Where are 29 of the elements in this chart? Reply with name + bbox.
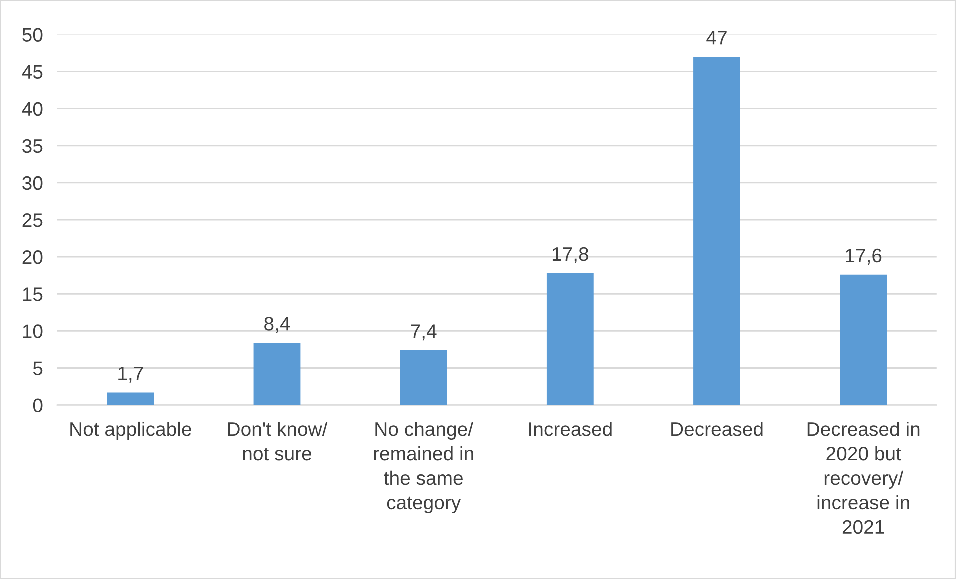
bar	[840, 274, 888, 406]
y-tick-label: 45	[22, 65, 43, 80]
y-tick-label: 15	[23, 288, 43, 302]
bar	[107, 392, 154, 406]
y-tick-label: 40	[22, 102, 43, 116]
y-tick-label: 5	[33, 362, 43, 376]
data-label: 7,4	[411, 324, 437, 341]
data-label: 47	[706, 31, 727, 45]
y-tick-label: 0	[33, 398, 43, 413]
y-tick-label: 35	[22, 139, 43, 154]
x-tick-label: Increased	[530, 422, 612, 436]
y-tick-label: 30	[22, 176, 43, 190]
x-tick-label: Don't know/ not sure	[228, 422, 328, 461]
y-tick-label: 20	[22, 250, 43, 264]
x-tick-label: Decreased	[672, 422, 763, 436]
x-tick-label: No change/ remained in the same category	[374, 422, 474, 514]
y-tick-label: 50	[22, 28, 43, 42]
bar	[694, 56, 740, 406]
data-label: 17,6	[846, 248, 882, 265]
bar	[546, 273, 594, 406]
x-tick-label: Decreased in 2020 but recovery/ increase in 2021	[808, 422, 920, 534]
bar	[400, 350, 448, 406]
x-tick-label: Not applicable	[70, 422, 192, 440]
y-tick-label: 25	[22, 213, 43, 228]
data-label: 1,7	[118, 366, 144, 383]
data-label: 8,4	[264, 317, 290, 334]
bar	[254, 343, 301, 406]
y-tick-label: 10	[23, 324, 43, 338]
data-label: 17,8	[552, 247, 588, 264]
